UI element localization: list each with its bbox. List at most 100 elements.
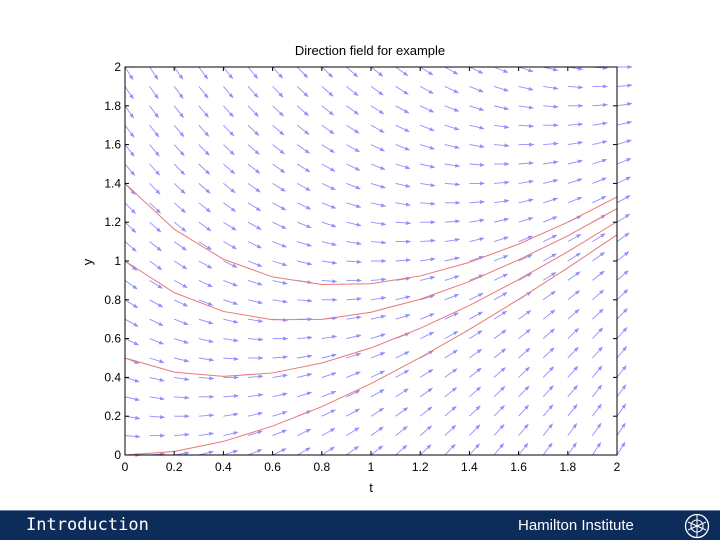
field-arrow (395, 86, 409, 95)
field-arrow (174, 376, 190, 382)
field-arrow (247, 337, 264, 342)
field-arrow (321, 446, 335, 456)
field-arrow (247, 374, 264, 379)
field-arrow (223, 202, 237, 212)
field-arrow (444, 105, 460, 112)
field-arrow (321, 353, 337, 359)
field-arrow (272, 183, 286, 192)
field-arrow (346, 352, 362, 359)
field-arrow (321, 182, 336, 191)
field-arrow (198, 241, 212, 250)
field-arrow (223, 105, 234, 118)
field-arrow (518, 198, 534, 204)
institute-logo-icon (684, 513, 710, 539)
field-arrow (198, 144, 210, 156)
field-arrow (518, 385, 530, 398)
field-arrow (592, 365, 603, 378)
field-arrow (543, 197, 558, 204)
field-arrow (444, 237, 461, 243)
field-arrow (149, 86, 159, 100)
field-arrow (493, 424, 505, 436)
field-arrow (124, 338, 140, 346)
field-arrow (616, 83, 633, 88)
field-arrow (542, 272, 557, 281)
field-arrow (223, 279, 238, 287)
field-arrow (321, 409, 336, 417)
field-arrow (469, 218, 485, 223)
field-arrow (616, 213, 631, 223)
field-arrow (124, 66, 134, 81)
field-arrow (616, 403, 627, 417)
x-tick-label: 1 (368, 460, 375, 474)
field-arrow (395, 388, 409, 398)
field-arrow (149, 202, 161, 214)
field-arrow (518, 404, 530, 417)
field-arrow (297, 373, 313, 378)
field-arrow (493, 443, 505, 456)
field-arrow (616, 441, 626, 456)
field-arrow (247, 163, 261, 174)
field-arrow (567, 442, 577, 456)
y-tick-label: 1 (114, 254, 121, 268)
field-arrow (174, 318, 189, 326)
field-arrow (542, 253, 557, 262)
field-arrow (297, 202, 312, 210)
field-arrow (543, 85, 559, 91)
field-arrow (420, 201, 436, 206)
field-arrow (420, 238, 436, 243)
field-arrow (321, 163, 336, 172)
field-arrow (370, 407, 385, 417)
field-arrow (247, 124, 260, 136)
field-arrow (567, 178, 583, 184)
field-arrow (444, 144, 460, 149)
field-arrow (223, 183, 236, 194)
field-arrow (272, 163, 286, 174)
field-arrow (346, 315, 362, 320)
field-arrow (493, 255, 509, 262)
field-arrow (370, 277, 387, 282)
field-arrow (247, 279, 263, 286)
field-arrow (296, 183, 311, 192)
field-arrow (223, 431, 239, 437)
y-tick-label: 2 (114, 60, 121, 74)
field-arrow (420, 144, 435, 150)
field-arrow (346, 163, 361, 171)
field-arrow (420, 294, 435, 301)
field-arrow (272, 373, 288, 378)
field-arrow (419, 369, 434, 378)
field-arrow (296, 144, 310, 154)
field-arrow (149, 183, 161, 195)
field-arrow (272, 105, 284, 117)
field-arrow (198, 66, 209, 80)
footer-institute-name: Hamilton Institute (518, 517, 634, 534)
field-arrow (321, 144, 335, 153)
field-arrow (149, 338, 165, 345)
field-arrow (493, 310, 508, 320)
field-arrow (395, 66, 409, 77)
field-arrow (124, 280, 138, 290)
field-arrow (444, 349, 458, 359)
field-arrow (247, 430, 263, 437)
field-arrow (247, 221, 262, 230)
field-arrow (469, 66, 484, 74)
x-tick-label: 1.4 (461, 460, 478, 474)
field-arrow (346, 241, 362, 246)
field-arrow (370, 66, 384, 77)
field-arrow (592, 327, 604, 339)
field-arrow (198, 279, 213, 288)
field-arrow (493, 105, 510, 111)
field-arrow (567, 196, 583, 204)
chart-title: Direction field for example (295, 43, 445, 58)
field-arrow (493, 348, 507, 359)
field-arrow (419, 86, 434, 95)
field-arrow (223, 449, 239, 456)
field-arrow (370, 352, 386, 359)
field-arrow (518, 328, 531, 339)
field-arrow (592, 422, 602, 436)
field-arrow (469, 162, 485, 167)
field-arrow (272, 202, 287, 211)
solution-curve-3 (124, 208, 618, 321)
field-arrow (272, 221, 287, 230)
field-arrow (198, 413, 215, 418)
field-arrow (592, 442, 602, 456)
